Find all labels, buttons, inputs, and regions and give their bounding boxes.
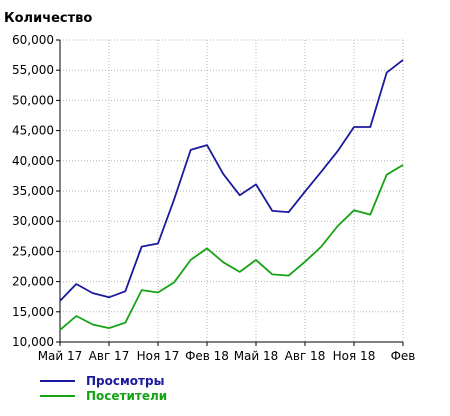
y-tick-label: 45,000: [12, 124, 54, 138]
y-tick-label: 40,000: [12, 154, 54, 168]
series-line-0: [59, 59, 404, 302]
x-tick-label: Ноя 17: [137, 349, 180, 363]
y-tick-label: 60,000: [12, 33, 54, 47]
x-tick-label: Авг 17: [89, 349, 130, 363]
x-axis-ticks: Май 17 Авг 17 Ноя 17 Фев 18 Май 18 Авг 18 Ноя …: [38, 342, 416, 363]
x-tick-label: Фев: [391, 349, 416, 363]
y-axis-ticks: 10,000 15,000 20,000 25,000 30,000 35,000 40,0…: [12, 33, 60, 349]
y-tick-label: 25,000: [12, 244, 54, 258]
x-tick-label: Май 17: [38, 349, 83, 363]
x-tick-label: Ноя 18: [333, 349, 376, 363]
x-tick-label: Авг 18: [285, 349, 326, 363]
legend-label-1: Посетители: [86, 389, 167, 403]
y-tick-label: 10,000: [12, 335, 54, 349]
series-line-1: [59, 164, 404, 331]
y-tick-label: 55,000: [12, 63, 54, 77]
series-group: [59, 59, 404, 331]
x-tick-label: Фев 18: [185, 349, 229, 363]
y-tick-label: 20,000: [12, 275, 54, 289]
chart-title: Количество: [4, 11, 92, 26]
x-tick-label: Май 18: [234, 349, 279, 363]
y-tick-label: 30,000: [12, 214, 54, 228]
grid: [60, 39, 404, 342]
y-tick-label: 15,000: [12, 305, 54, 319]
legend-label-0: Просмотры: [86, 374, 164, 388]
y-tick-label: 50,000: [12, 93, 54, 107]
y-tick-label: 35,000: [12, 184, 54, 198]
